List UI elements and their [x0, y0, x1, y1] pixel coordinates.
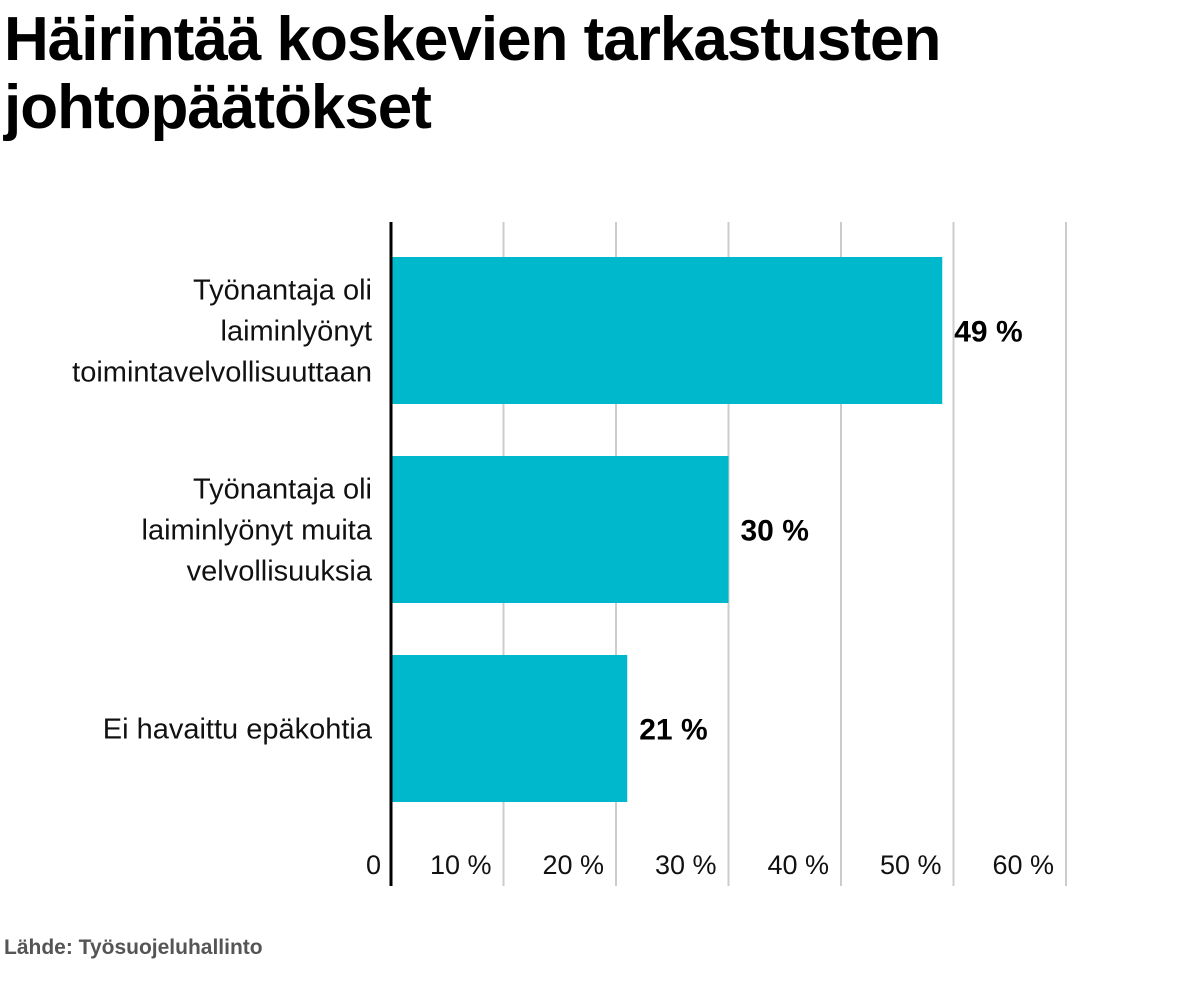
- x-tick-label-50: 50 %: [880, 850, 942, 880]
- value-label-2: 30 %: [741, 515, 809, 548]
- x-tick-labels: 0 10 % 20 % 30 % 40 % 50 % 60 %: [366, 850, 1054, 880]
- bar-3: [391, 655, 628, 802]
- category-label-line: laiminlyönyt muita: [142, 515, 373, 547]
- x-tick-label-30: 30 %: [655, 850, 717, 880]
- category-label-line: Työnantaja oli: [193, 275, 372, 307]
- value-label-1: 49 %: [954, 316, 1022, 349]
- x-tick-label-0: 0: [366, 850, 381, 880]
- category-labels: Työnantaja oli laiminlyönyt toimintavelvol…: [72, 275, 373, 746]
- category-label-line: velvollisuuksia: [187, 556, 373, 588]
- category-label-1: Työnantaja oli laiminlyönyt toimintavelvol…: [72, 275, 372, 389]
- x-tick-label-10: 10 %: [430, 850, 492, 880]
- category-label-2: Työnantaja oli laiminlyönyt muita velvolli…: [142, 474, 373, 588]
- chart-title: Häirintää koskevien tarkastusten johtopä…: [4, 5, 941, 142]
- category-label-line: Ei havaittu epäkohtia: [103, 714, 373, 746]
- category-label-3: Ei havaittu epäkohtia: [103, 714, 373, 746]
- x-tick-label-20: 20 %: [542, 850, 604, 880]
- bar-2: [391, 456, 729, 603]
- value-label-3: 21 %: [639, 714, 707, 747]
- category-label-line: toimintavelvollisuuttaan: [72, 357, 372, 389]
- x-tick-label-40: 40 %: [767, 850, 829, 880]
- bars: [391, 257, 943, 802]
- value-labels: 49 % 30 % 21 %: [639, 316, 1022, 747]
- x-tick-label-60: 60 %: [992, 850, 1054, 880]
- bar-1: [391, 257, 943, 404]
- source-note: Lähde: Työsuojeluhallinto: [4, 936, 263, 959]
- category-label-line: Työnantaja oli: [193, 474, 372, 506]
- category-label-line: laiminlyönyt: [221, 316, 373, 348]
